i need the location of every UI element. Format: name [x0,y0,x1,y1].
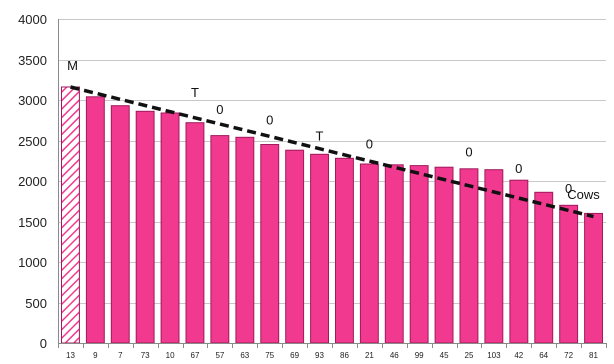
trendline [70,85,594,219]
y-tick-label: 1000 [18,255,47,270]
bar [434,166,454,344]
x-tick-label: 25 [465,351,474,360]
annotation-label: Cows [567,187,600,202]
bar [384,164,404,344]
x-tick-label: 81 [589,351,598,360]
bar [235,136,255,344]
y-axis: 0 500 1000 1500 2000 2500 3000 3500 4000 [18,12,59,351]
x-tick-label: 63 [240,351,249,360]
bar [260,144,280,344]
bar [285,149,305,344]
x-tick-label: 75 [265,351,274,360]
annotation-label: 0 [216,102,223,117]
x-tick-label: 57 [215,351,224,360]
annotation-label: 0 [515,161,522,176]
x-tick-label: 67 [191,351,200,360]
annotation-label: 0 [565,181,572,196]
annotation-label: M [67,58,78,73]
x-tick-label: 10 [166,351,175,360]
trendline [70,85,594,219]
annotation-label: 0 [266,112,273,127]
y-tick-label: 4000 [18,12,47,27]
annotation-label: 0 [465,145,472,160]
x-tick-label: 42 [514,351,523,360]
x-tick-label: 103 [487,351,501,360]
bar [509,179,529,344]
bar [534,191,554,344]
bar [559,204,579,344]
x-tick-label: 93 [315,351,324,360]
bar [409,165,429,344]
x-tick-label: 46 [390,351,399,360]
bar [335,157,354,344]
x-tick-label: 64 [539,351,548,360]
x-tick-label: 13 [66,351,75,360]
y-tick-label: 3000 [18,93,47,108]
x-tick-label: 9 [93,351,98,360]
y-tick-label: 2000 [18,174,47,189]
bar [210,135,230,344]
bar [135,110,155,344]
x-tick-label: 86 [340,351,349,360]
x-tick-label: 7 [118,351,123,360]
bars [61,86,603,344]
x-tick-label: 72 [564,351,573,360]
x-tick-label: 99 [415,351,424,360]
y-tick-label: 2500 [18,134,47,149]
bar [359,163,379,344]
x-tick-label: 73 [141,351,150,360]
x-axis: 13 9 7 73 10 67 57 63 75 69 93 86 21 46 99 45 25 103 42 64 7… [58,343,607,360]
y-tick-label: 1500 [18,215,47,230]
y-tick-label: 0 [40,336,47,351]
bar [584,212,603,344]
y-tick-label: 3500 [18,53,47,68]
y-tick-label: 500 [25,296,47,311]
annotation-label: 0 [366,137,373,152]
annotation-label: T [316,129,324,144]
x-tick-label: 45 [440,351,449,360]
bar [484,169,504,344]
bar [110,105,130,344]
annotation-label: T [191,85,199,100]
x-tick-label: 69 [290,351,299,360]
x-tick-label: 21 [365,351,374,360]
bar [61,86,80,344]
bar [160,112,180,344]
bar [459,168,479,344]
bar [185,122,205,344]
bar [310,153,330,344]
bar [85,96,105,344]
